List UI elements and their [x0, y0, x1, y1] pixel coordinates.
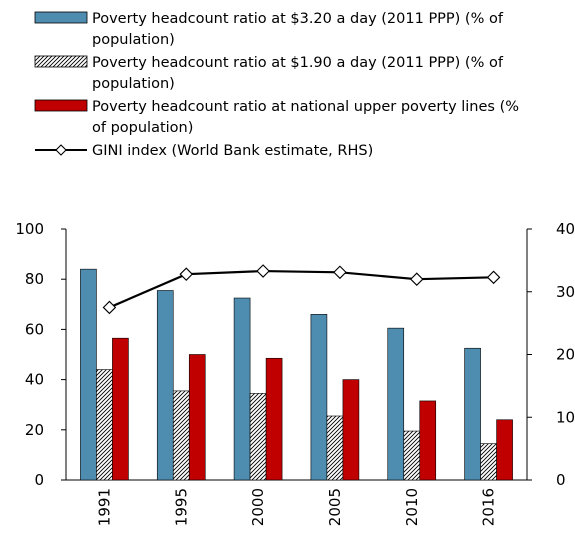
bar-series0-2010	[387, 327, 405, 481]
left-tick-label-3: 60	[25, 320, 44, 338]
gini-point-2010	[409, 272, 424, 286]
left-tick-label-2: 40	[25, 371, 44, 389]
legend-label-s3-line0: GINI index (World Bank estimate, RHS)	[92, 143, 373, 159]
gini-point-2016	[486, 270, 501, 285]
bar-series1-1991	[96, 369, 113, 481]
bars	[80, 268, 513, 481]
bar-series1-2010	[403, 430, 421, 481]
x-tick-label-2005: 2005	[326, 488, 344, 526]
x-tick-label-2016: 2016	[480, 488, 498, 526]
gini-line-series	[102, 264, 501, 315]
x-tick-label-2010: 2010	[403, 488, 421, 526]
left-tick-label-0: 0	[34, 471, 44, 489]
x-tick-label-1991: 1991	[95, 488, 113, 526]
left-tick-label-5: 100	[15, 220, 44, 238]
bar-series0-2016	[464, 347, 481, 481]
legend-label-s2-line1: of population)	[92, 120, 193, 136]
x-tick-label-2000: 2000	[249, 488, 267, 526]
legend-label-s2-line0: Poverty headcount ratio at national uppe…	[92, 99, 519, 115]
left-tick-label-1: 20	[25, 421, 44, 439]
legend-swatch-s0	[34, 11, 88, 24]
bar-series0-1991	[80, 268, 97, 481]
bar-series1-2005	[326, 415, 344, 481]
bar-series0-2000	[233, 297, 251, 481]
bar-series1-2000	[249, 393, 267, 481]
bar-series1-1995	[172, 390, 190, 481]
legend-label-s1-line1: population)	[92, 76, 175, 92]
right-tick-label-3: 30	[556, 283, 575, 301]
bar-series2-2010	[419, 400, 437, 481]
gini-point-2005	[333, 265, 347, 280]
bar-series1-2016	[480, 443, 497, 481]
right-tick-label-0: 0	[556, 471, 566, 489]
right-tick-label-2: 20	[556, 346, 575, 364]
left-tick-label-4: 80	[25, 270, 44, 288]
legend: Poverty headcount ratio at $3.20 a day (…	[34, 11, 519, 159]
legend-diamond-icon	[55, 144, 67, 156]
bar-series2-2005	[342, 379, 360, 481]
bar-series2-2016	[496, 419, 513, 481]
gini-point-2000	[256, 264, 270, 278]
legend-label-s0-line0: Poverty headcount ratio at $3.20 a day (…	[92, 11, 504, 27]
bar-series2-1995	[188, 354, 206, 481]
legend-swatch-s2	[34, 99, 88, 112]
bar-series2-1991	[112, 337, 129, 481]
right-tick-label-4: 40	[556, 220, 575, 238]
legend-label-s0-line1: population)	[92, 32, 175, 48]
x-tick-label-1995: 1995	[172, 488, 190, 526]
axes: 0 20 40 60 80 100 0 10 20 30 40 1991 1995 2000 2005 201…	[15, 220, 575, 526]
bar-series2-2000	[265, 357, 283, 481]
right-tick-label-1: 10	[556, 408, 575, 426]
bar-series0-1995	[156, 290, 174, 481]
legend-swatch-s1	[34, 55, 88, 68]
legend-label-s1-line0: Poverty headcount ratio at $1.90 a day (…	[92, 55, 504, 71]
gini-line	[108, 269, 494, 309]
bar-series0-2005	[310, 314, 328, 481]
gini-point-1995	[179, 267, 194, 281]
gini-point-1991	[102, 300, 117, 315]
